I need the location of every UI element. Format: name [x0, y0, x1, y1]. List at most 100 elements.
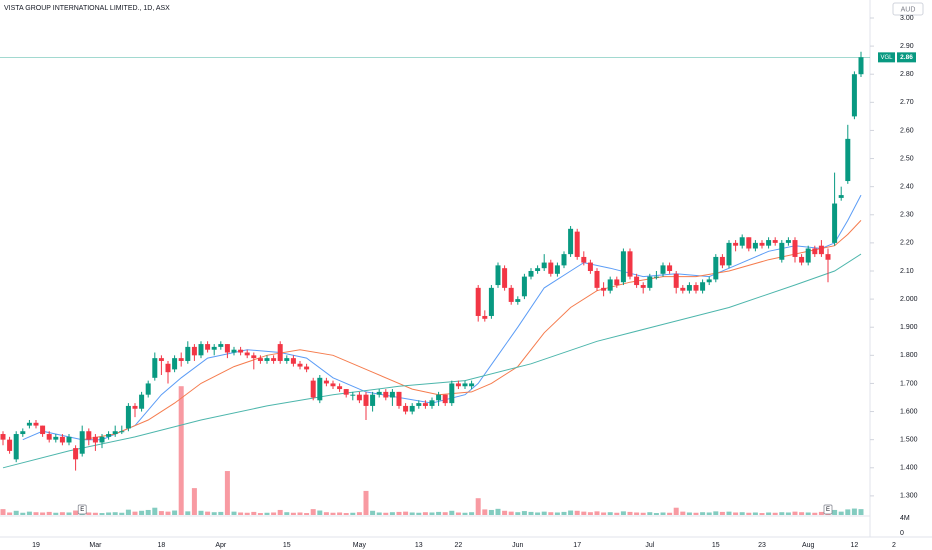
- moving-average: [82, 220, 862, 441]
- volume-bar: [568, 510, 574, 515]
- volume-bar: [475, 498, 481, 515]
- candle-body: [601, 287, 607, 291]
- y-tick-label: 2.50: [900, 155, 914, 162]
- candle-body: [455, 383, 461, 387]
- candle-body: [13, 434, 19, 460]
- volume-bar: [554, 512, 560, 515]
- volume-bar: [693, 512, 699, 515]
- volume-bar: [442, 512, 448, 515]
- candle-body: [706, 279, 712, 283]
- candle-body: [370, 394, 376, 406]
- x-tick-label: 2: [892, 542, 896, 549]
- volume-bar: [389, 512, 395, 515]
- volume-bar: [264, 512, 270, 515]
- candle-body: [205, 344, 211, 350]
- candle-body: [0, 434, 6, 440]
- candle-body: [337, 386, 343, 390]
- volume-bar: [455, 512, 461, 515]
- candle-body: [422, 403, 428, 406]
- volume-bar: [502, 510, 508, 515]
- x-tick-label: 22: [455, 542, 463, 549]
- volume-bar: [640, 512, 646, 515]
- y-tick-label: 2.60: [900, 127, 914, 134]
- candle-body: [66, 436, 72, 443]
- volume-bar: [515, 512, 521, 515]
- candle-body: [779, 242, 785, 260]
- volume-bar: [792, 511, 798, 515]
- volume-bar: [0, 509, 6, 515]
- volume-bar: [607, 512, 613, 515]
- candle-body: [508, 287, 514, 302]
- volume-bar: [172, 510, 178, 515]
- volume-bar: [139, 510, 145, 515]
- volume-bar: [634, 512, 640, 515]
- volume-bar: [818, 511, 824, 515]
- candle-body: [409, 405, 415, 412]
- candle-body: [700, 282, 706, 291]
- candle-body: [838, 195, 844, 198]
- event-label: E: [826, 507, 830, 513]
- currency-box[interactable]: [892, 2, 924, 16]
- candle-body: [132, 405, 138, 409]
- volume-bar: [587, 512, 593, 515]
- candle-body: [119, 431, 125, 433]
- candle-body: [112, 431, 118, 435]
- y-tick-label: 2.000: [900, 296, 918, 303]
- event-marker[interactable]: [823, 504, 833, 515]
- candle-body: [40, 425, 46, 435]
- volume-bar: [205, 511, 211, 515]
- volume-bar: [257, 513, 263, 515]
- candle-body: [759, 242, 765, 246]
- y-tick-label: 2.80: [900, 71, 914, 78]
- y-tick-label: 2.70: [900, 99, 914, 106]
- candle-body: [832, 203, 838, 243]
- volume-bar: [284, 512, 290, 515]
- candle-body: [719, 256, 725, 266]
- candle-body: [667, 265, 673, 271]
- volume-bar: [350, 512, 356, 515]
- volume-bar: [759, 513, 765, 515]
- volume-bar: [673, 507, 679, 515]
- candle-body: [805, 248, 811, 263]
- volume-bar: [310, 509, 316, 515]
- y-tick-label: 1.400: [900, 465, 918, 472]
- candle-body: [165, 363, 171, 373]
- volume-bar: [218, 511, 224, 515]
- y-tick-label: 2.10: [900, 268, 914, 275]
- volume-bar: [158, 511, 164, 515]
- volume-bar: [614, 512, 620, 515]
- symbol-box: [878, 52, 895, 63]
- volume-bar: [46, 511, 52, 515]
- candle-body: [475, 287, 481, 316]
- volume-bar: [13, 510, 19, 515]
- volume-bar: [112, 512, 118, 515]
- y-tick-label: 2.40: [900, 184, 914, 191]
- volume-bar: [561, 511, 567, 515]
- candle-body: [469, 383, 475, 387]
- volume-bar: [132, 511, 138, 515]
- x-tick-label: 15: [283, 542, 291, 549]
- volume-bar: [231, 511, 237, 515]
- x-tick-label: 17: [573, 542, 581, 549]
- x-tick-label: Jul: [645, 542, 654, 549]
- volume-bar: [66, 512, 72, 515]
- candle-body: [858, 57, 864, 75]
- volume-bar: [858, 509, 864, 515]
- candle-body: [627, 251, 633, 277]
- candle-body: [73, 448, 79, 460]
- candle-body: [99, 436, 105, 443]
- volume-bar: [574, 510, 580, 515]
- x-tick-label: Jun: [512, 542, 523, 549]
- candle-body: [660, 265, 666, 274]
- candle-body: [799, 256, 805, 263]
- candle-body: [574, 231, 580, 257]
- candle-body: [403, 405, 409, 412]
- last-price-label: 2.86: [900, 54, 913, 61]
- candle-body: [488, 287, 494, 316]
- candle-body: [231, 349, 237, 353]
- volume-bar: [416, 512, 422, 515]
- candle-body: [211, 346, 217, 350]
- event-marker[interactable]: [77, 504, 87, 515]
- candle-body: [436, 394, 442, 401]
- indicator-label: 4M: [900, 515, 910, 522]
